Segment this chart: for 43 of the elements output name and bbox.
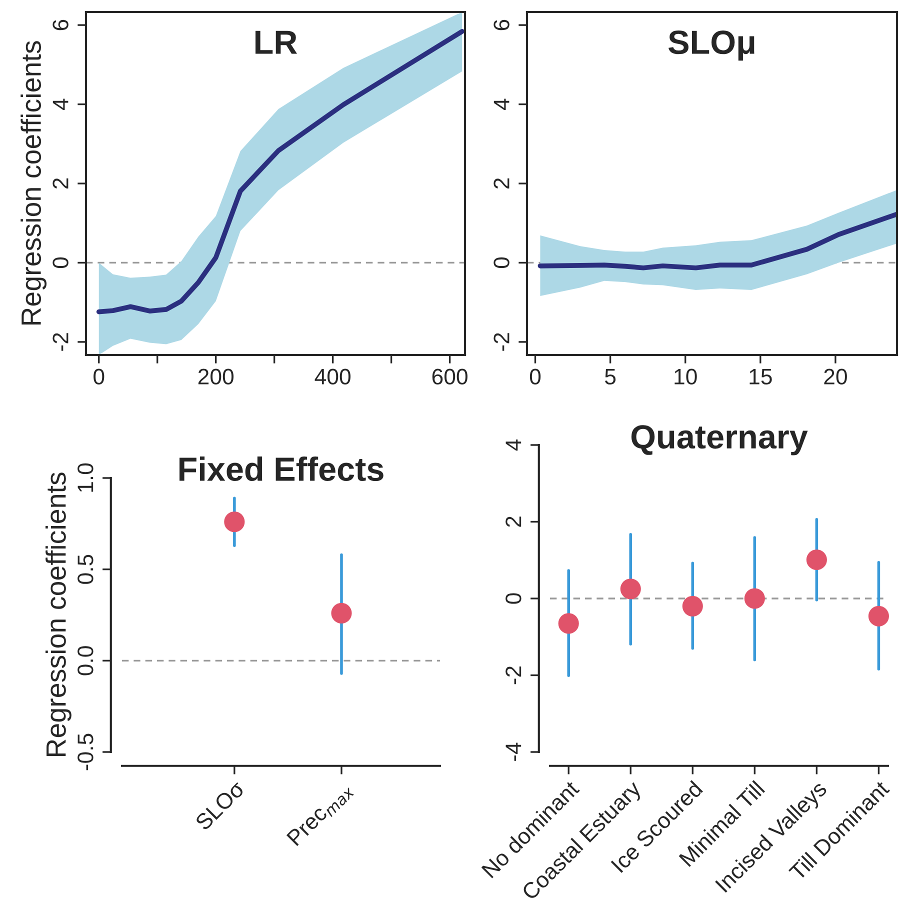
point: [744, 588, 765, 609]
y-tick-label: -2: [506, 666, 522, 684]
y-tick-label: -2: [494, 333, 510, 351]
x-tick-label: 5: [605, 369, 616, 385]
y-tick-label: 0.0: [78, 646, 94, 676]
y-tick-label: 4: [52, 98, 68, 110]
point: [806, 549, 827, 570]
y-tick-label: 2: [494, 178, 510, 189]
x-tick-label: 400: [314, 368, 350, 385]
chart-title: LR: [256, 30, 298, 54]
y-tick-label: 1.0: [78, 463, 94, 492]
y-tick-label: 0: [52, 257, 68, 268]
y-axis-title: Regression coefficients: [20, 41, 47, 325]
x-tick-label: 0: [530, 368, 541, 385]
line-series: [96, 28, 465, 314]
y-tick-label: 2: [52, 178, 68, 189]
x-tick-label: 600: [432, 368, 468, 385]
y-tick-label: 0: [494, 257, 510, 268]
point: [620, 578, 641, 600]
y-tick-label: 0.5: [78, 554, 94, 584]
x-tick-label: Prec$_{max}$: [286, 780, 356, 849]
y-tick-label: -2: [52, 333, 68, 351]
y-tick-label: 2: [506, 516, 522, 527]
x-tick-label: 0: [94, 368, 104, 385]
chart-title: Fixed Effects: [180, 456, 384, 482]
y-tick-label: 4: [506, 439, 522, 451]
y-tick-label: -4: [506, 742, 522, 761]
text: SLOμ: [668, 30, 754, 61]
y-tick-label: 6: [494, 20, 510, 30]
x-tick-label: 10: [674, 368, 697, 385]
y-tick-label: 6: [52, 20, 68, 30]
x-tick-label: 200: [198, 368, 234, 385]
y-tick-label: -0.5: [78, 734, 94, 770]
point: [868, 606, 889, 626]
line-series: [538, 212, 897, 270]
x-tick-label: 20: [824, 368, 847, 385]
x-tick-label: 15: [750, 369, 772, 385]
y-tick-label: 4: [494, 98, 510, 110]
point: [682, 596, 703, 616]
y-axis-title: Regression coefficients: [46, 472, 72, 756]
chart-title: Quaternary: [631, 425, 808, 456]
point: [558, 613, 579, 634]
y-tick-label: 0: [506, 593, 522, 604]
